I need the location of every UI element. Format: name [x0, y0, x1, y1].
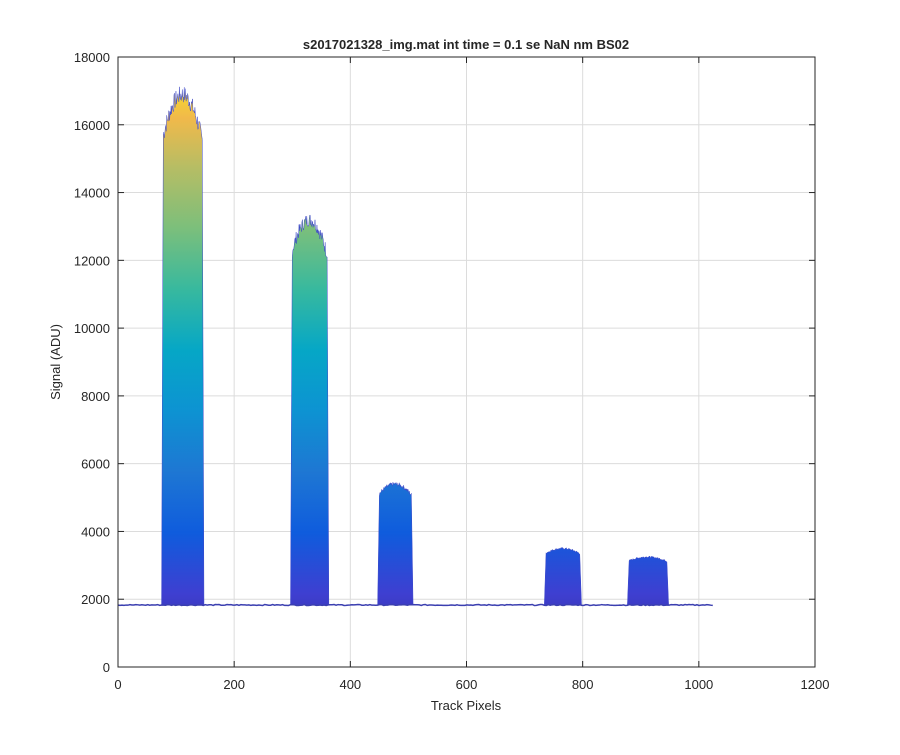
- signal-peak: [290, 214, 330, 606]
- peak-fill: [290, 214, 330, 606]
- y-tick-label: 0: [103, 660, 110, 675]
- y-tick-label: 10000: [74, 321, 110, 336]
- y-tick-label: 6000: [81, 457, 110, 472]
- y-axis-label: Signal (ADU): [48, 324, 63, 400]
- ticks: [117, 56, 816, 668]
- peak-fill: [627, 555, 669, 606]
- peak-fill: [377, 481, 414, 606]
- y-tick-label: 16000: [74, 118, 110, 133]
- x-tick-label: 1200: [801, 677, 830, 692]
- y-tick-label: 8000: [81, 389, 110, 404]
- chart-title: s2017021328_img.mat int time = 0.1 se Na…: [303, 37, 629, 52]
- x-tick-label: 600: [456, 677, 478, 692]
- x-tick-label: 1000: [684, 677, 713, 692]
- x-tick-label: 400: [339, 677, 361, 692]
- signal-peak: [377, 481, 414, 606]
- signal-peak: [544, 547, 582, 606]
- peak-fill: [544, 547, 582, 606]
- series: [118, 86, 713, 607]
- y-tick-label: 14000: [74, 186, 110, 201]
- baseline-line: [118, 603, 713, 607]
- peak-fill: [161, 86, 205, 606]
- x-axis-label: Track Pixels: [431, 698, 502, 713]
- grid: [118, 57, 815, 667]
- y-tick-labels: 0 2000 4000 6000 8000 10000 12000 14000 16000 180…: [74, 50, 110, 675]
- x-tick-label: 200: [223, 677, 245, 692]
- y-tick-label: 18000: [74, 50, 110, 65]
- y-tick-label: 2000: [81, 592, 110, 607]
- x-tick-labels: 0 200 400 600 800 1000 1200: [114, 677, 829, 692]
- signal-peak: [161, 86, 205, 606]
- x-tick-label: 800: [572, 677, 594, 692]
- x-tick-label: 0: [114, 677, 121, 692]
- signal-peak: [627, 555, 669, 606]
- y-tick-label: 4000: [81, 524, 110, 539]
- y-tick-label: 12000: [74, 253, 110, 268]
